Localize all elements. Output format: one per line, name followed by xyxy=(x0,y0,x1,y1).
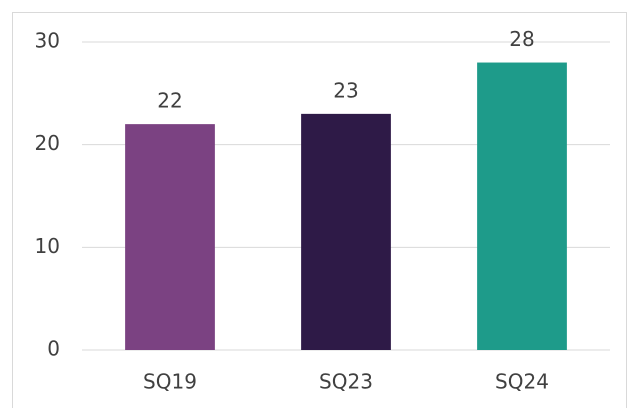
bar xyxy=(125,124,215,350)
y-tick-label: 30 xyxy=(35,29,60,53)
y-tick-label: 0 xyxy=(47,337,60,361)
bar xyxy=(477,62,567,351)
y-tick-label: 20 xyxy=(35,131,60,155)
y-tick-label: 10 xyxy=(35,234,60,258)
x-tick-label: SQ23 xyxy=(319,370,373,394)
bar xyxy=(301,113,391,350)
data-label: 22 xyxy=(157,89,182,113)
data-label: 23 xyxy=(333,78,358,102)
x-tick-label: SQ24 xyxy=(495,370,549,394)
x-tick-label: SQ19 xyxy=(143,370,197,394)
data-label: 28 xyxy=(509,27,534,51)
